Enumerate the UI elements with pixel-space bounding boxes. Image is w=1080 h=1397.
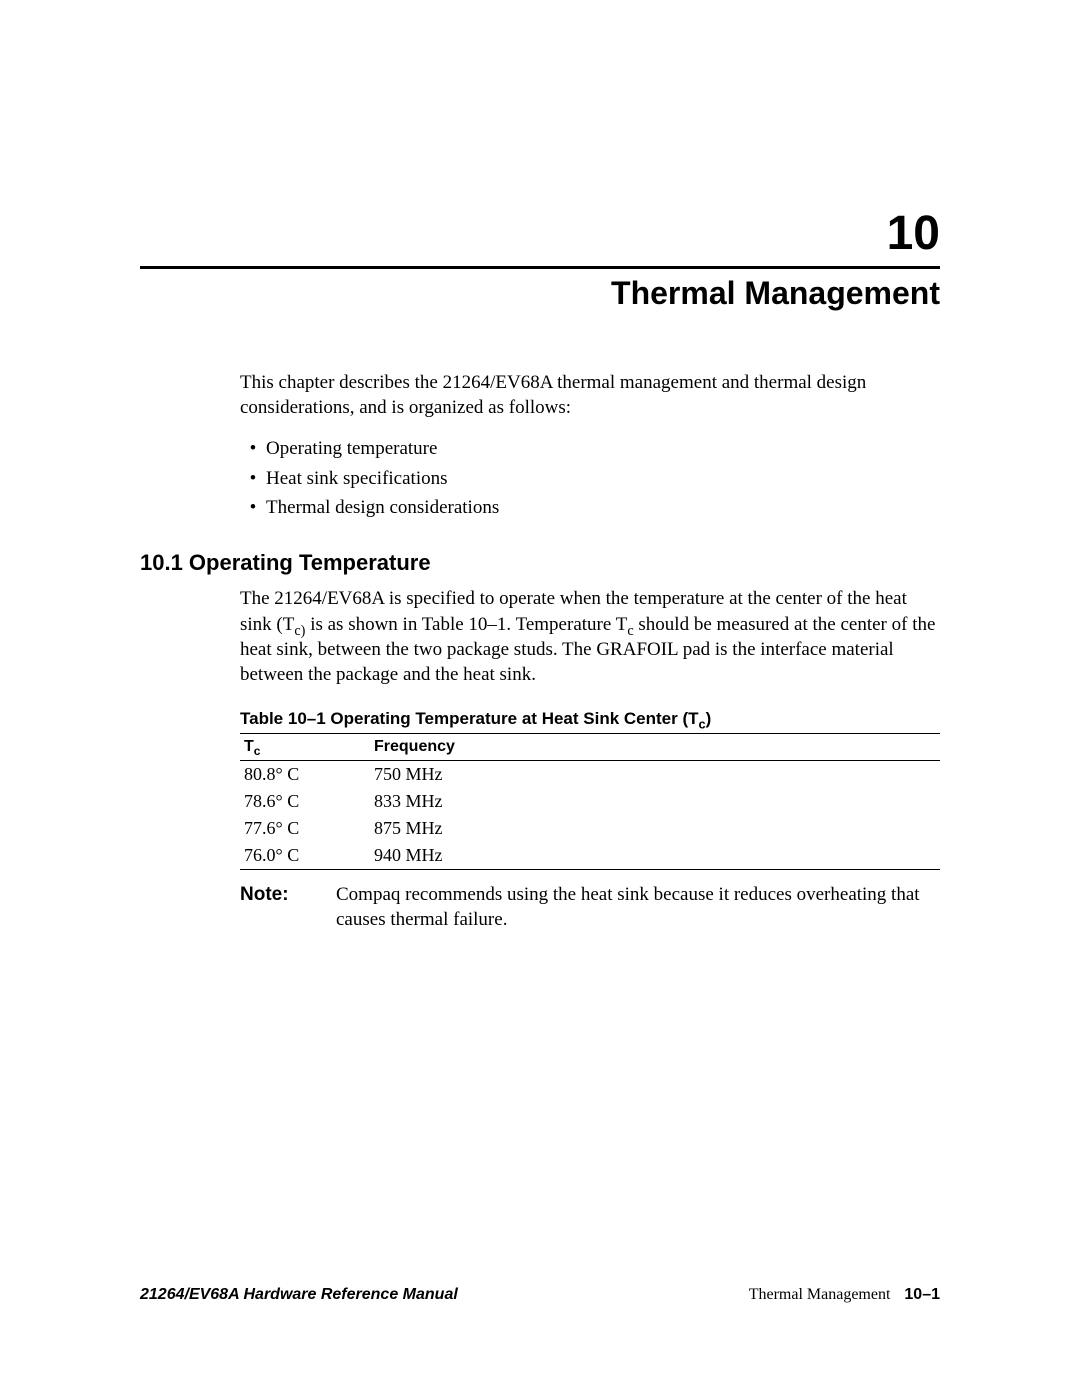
list-item-text: Heat sink specifications xyxy=(266,464,448,493)
section-body: The 21264/EV68A is specified to operate … xyxy=(240,586,940,686)
subscript: c xyxy=(699,716,706,731)
table-row: 78.6° C 833 MHz xyxy=(240,788,940,815)
chapter-rule xyxy=(140,266,940,269)
cell-tc: 78.6° C xyxy=(244,791,374,812)
list-item: • Thermal design considerations xyxy=(240,493,940,522)
note-block: Note: Compaq recommends using the heat s… xyxy=(240,882,940,932)
column-header-frequency: Frequency xyxy=(374,738,940,756)
body-text: is as shown in Table 10–1. Temperature T xyxy=(305,614,627,635)
subscript: c) xyxy=(294,622,305,638)
list-item: • Heat sink specifications xyxy=(240,464,940,493)
bullet-icon: • xyxy=(240,464,266,493)
cell-freq: 833 MHz xyxy=(374,791,940,812)
operating-temp-table: Tc Frequency 80.8° C 750 MHz 78.6° C 833… xyxy=(240,733,940,870)
table-rule xyxy=(240,869,940,870)
footer-manual-title: 21264/EV68A Hardware Reference Manual xyxy=(140,1286,458,1304)
footer-right: Thermal Management 10–1 xyxy=(749,1286,940,1304)
table-caption: Table 10–1 Operating Temperature at Heat… xyxy=(240,709,940,729)
intro-paragraph: This chapter describes the 21264/EV68A t… xyxy=(240,370,940,420)
table-row: 76.0° C 940 MHz xyxy=(240,842,940,869)
table-row: 80.8° C 750 MHz xyxy=(240,761,940,788)
bullet-list: • Operating temperature • Heat sink spec… xyxy=(240,434,940,522)
cell-freq: 940 MHz xyxy=(374,845,940,866)
list-item: • Operating temperature xyxy=(240,434,940,463)
bullet-icon: • xyxy=(240,493,266,522)
bullet-icon: • xyxy=(240,434,266,463)
note-text: Compaq recommends using the heat sink be… xyxy=(336,882,940,932)
cell-tc: 80.8° C xyxy=(244,764,374,785)
note-label: Note: xyxy=(240,882,336,932)
list-item-text: Thermal design considerations xyxy=(266,493,499,522)
page-footer: 21264/EV68A Hardware Reference Manual Th… xyxy=(140,1286,940,1304)
cell-freq: 875 MHz xyxy=(374,818,940,839)
section-heading: 10.1 Operating Temperature xyxy=(140,550,940,576)
footer-section: Thermal Management xyxy=(749,1286,891,1303)
caption-text: Table 10–1 Operating Temperature at Heat… xyxy=(240,709,699,728)
cell-tc: 76.0° C xyxy=(244,845,374,866)
column-header-tc: Tc xyxy=(244,738,374,756)
cell-tc: 77.6° C xyxy=(244,818,374,839)
chapter-number: 10 xyxy=(140,210,940,258)
header-text: T xyxy=(244,738,254,755)
footer-page-number: 10–1 xyxy=(904,1286,940,1303)
table-row: 77.6° C 875 MHz xyxy=(240,815,940,842)
table-header-row: Tc Frequency xyxy=(240,734,940,760)
list-item-text: Operating temperature xyxy=(266,434,437,463)
caption-text: ) xyxy=(706,709,712,728)
subscript: c xyxy=(254,744,261,758)
cell-freq: 750 MHz xyxy=(374,764,940,785)
chapter-title: Thermal Management xyxy=(140,275,940,312)
